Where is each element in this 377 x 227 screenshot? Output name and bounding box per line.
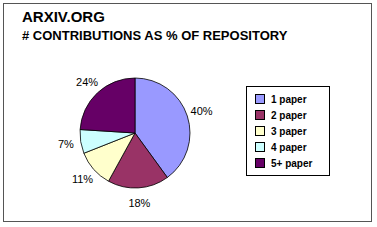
html-text:4 paper: 4 paper [271, 141, 307, 153]
svg-text:18%: 18% [128, 197, 150, 209]
html-text:3 paper: 3 paper [271, 125, 307, 137]
svg-text:7%: 7% [58, 138, 74, 150]
svg-text:24%: 24% [76, 76, 98, 88]
html-text:1 paper: 1 paper [271, 93, 307, 105]
html-text:# CONTRIBUTIONS AS % OF REPOSI: # CONTRIBUTIONS AS % OF REPOSITORY [22, 28, 288, 43]
html-text:ARXIV.ORG: ARXIV.ORG [22, 8, 105, 25]
svg-text:11%: 11% [72, 173, 93, 185]
html-text:2 paper: 2 paper [271, 109, 307, 121]
html-text:5+ paper: 5+ paper [271, 157, 313, 169]
svg-text:40%: 40% [191, 105, 213, 117]
